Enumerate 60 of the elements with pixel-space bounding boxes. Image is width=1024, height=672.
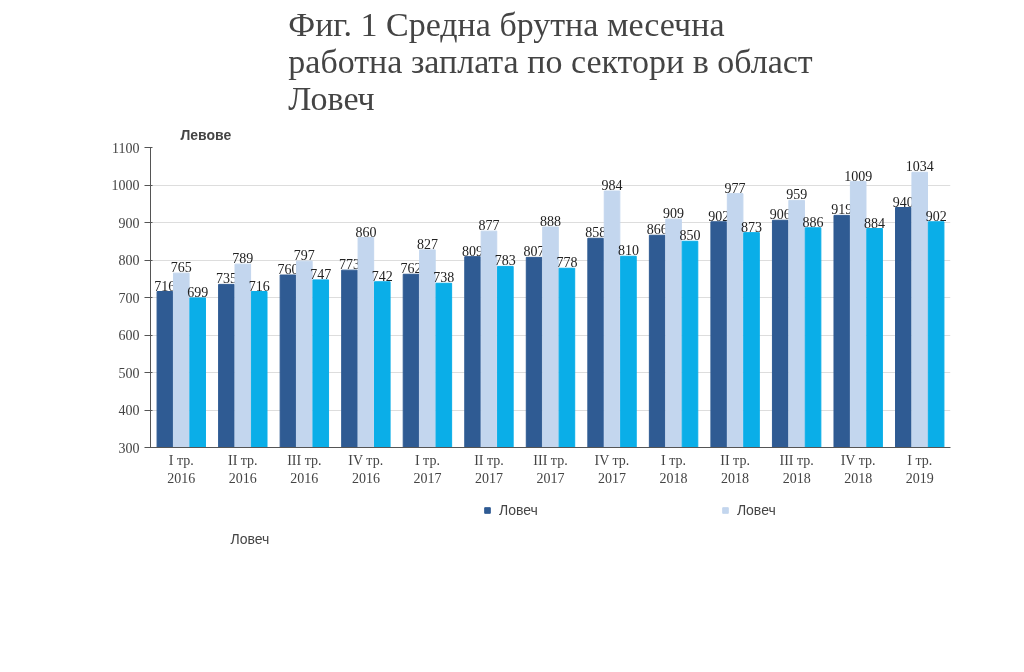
data-label: 738 — [433, 270, 455, 286]
data-label: 762 — [400, 261, 422, 277]
data-label: 809 — [462, 243, 484, 259]
data-label: 873 — [741, 219, 763, 235]
data-label: 716 — [248, 278, 270, 294]
x-tick-label: IV тр. 2018 — [840, 452, 876, 486]
data-label: 807 — [523, 244, 545, 260]
data-label: 959 — [786, 187, 808, 203]
x-tick-label: IV тр. 2017 — [594, 452, 630, 486]
y-tick-label: 1000 — [111, 178, 140, 193]
data-label: 783 — [494, 253, 516, 269]
y-axis-title: Левове — [180, 126, 232, 143]
x-tick-label: I тр. 2018 — [659, 452, 688, 486]
y-tick-label: 400 — [118, 403, 140, 418]
y-tick-label: 300 — [118, 440, 140, 456]
data-label: 778 — [556, 255, 578, 271]
data-label: 742 — [371, 268, 393, 284]
x-tick-label: III тр. 2016 — [287, 452, 322, 486]
data-label: 810 — [617, 243, 639, 259]
x-tick-label: II тр. 2016 — [228, 452, 258, 486]
x-tick-label: III тр. 2017 — [533, 452, 568, 486]
y-tick-label: 600 — [118, 328, 140, 343]
x-tick-label: I тр. 2016 — [167, 452, 196, 486]
x-tick-label: II тр. 2017 — [474, 452, 504, 486]
chart-title: Фиг. 1 Средна брутна месечна работна заплата по сектори в област Ловеч — [288, 5, 813, 117]
data-label: 858 — [585, 225, 607, 241]
data-label: 1034 — [905, 159, 934, 175]
data-label: 909 — [663, 206, 685, 222]
data-label: 765 — [170, 260, 192, 276]
y-tick-label: 800 — [118, 253, 140, 268]
data-label: 1009 — [844, 168, 873, 184]
data-label: 884 — [864, 215, 886, 231]
y-tick-label: 1100 — [112, 140, 140, 156]
y-tick-label: 700 — [118, 290, 140, 306]
text: Ловеч — [230, 530, 270, 547]
data-label: 797 — [293, 248, 315, 264]
x-tick-label: I тр. 2019 — [905, 452, 934, 486]
data-label: 902 — [708, 208, 730, 224]
legend-label: Ловеч — [736, 502, 776, 518]
data-label: 773 — [338, 257, 360, 273]
data-label: 886 — [802, 214, 824, 230]
data-label: 919 — [831, 202, 853, 218]
y-tick-label: 500 — [118, 365, 140, 381]
data-label: 789 — [232, 251, 254, 267]
data-label: 850 — [679, 228, 701, 244]
data-label: 977 — [724, 180, 746, 196]
data-label: 902 — [925, 208, 947, 224]
data-label: 827 — [416, 236, 438, 252]
data-label: 877 — [478, 218, 500, 234]
x-tick-label: IV тр. 2016 — [348, 452, 384, 486]
x-tick-label: I тр. 2017 — [413, 452, 442, 486]
y-tick-label: 900 — [118, 215, 140, 231]
data-label: 888 — [540, 214, 561, 229]
legend-label: Ловеч — [499, 502, 538, 518]
data-label: 984 — [601, 178, 623, 193]
x-tick-label: III тр. 2018 — [779, 452, 814, 486]
x-tick-label: II тр. 2018 — [720, 452, 750, 486]
data-label: 747 — [310, 266, 332, 282]
data-label: 860 — [355, 224, 377, 240]
data-label: 699 — [187, 284, 209, 300]
